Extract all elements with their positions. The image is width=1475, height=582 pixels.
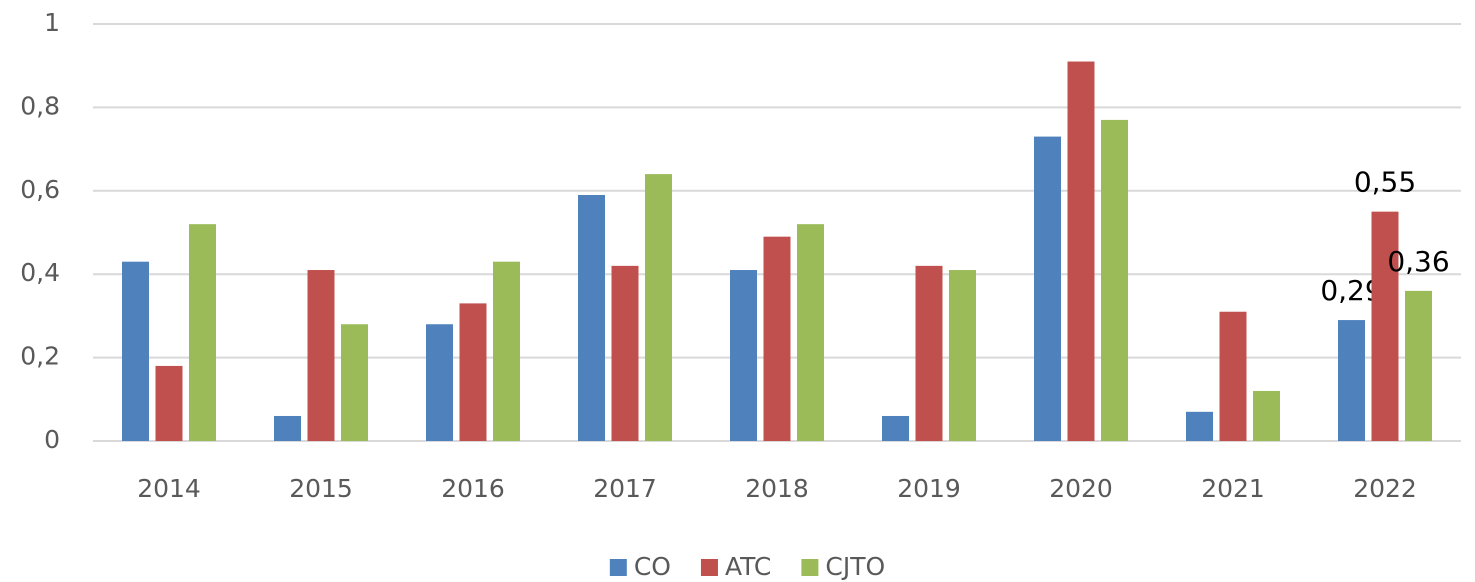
x-tick-label: 2015 — [289, 474, 353, 503]
bar — [493, 261, 520, 441]
y-tick-label: 1 — [44, 8, 60, 37]
x-tick-label: 2021 — [1201, 474, 1265, 503]
bar — [645, 174, 672, 441]
y-tick-label: 0,6 — [20, 175, 60, 204]
data-label: 0,36 — [1387, 245, 1449, 278]
x-tick-label: 2016 — [441, 474, 505, 503]
bar — [122, 261, 149, 441]
x-tick-label: 2020 — [1049, 474, 1113, 503]
bar — [578, 194, 605, 441]
y-tick-label: 0,4 — [20, 258, 60, 287]
bar — [1253, 390, 1280, 441]
bar — [459, 303, 487, 441]
bar — [307, 270, 335, 441]
legend-swatch — [609, 559, 627, 576]
x-tick-label: 2019 — [897, 474, 961, 503]
bar — [763, 236, 791, 441]
legend-swatch — [801, 559, 819, 576]
bar — [426, 324, 453, 441]
bar — [1034, 136, 1061, 441]
bar — [1219, 311, 1247, 441]
bar — [797, 224, 824, 441]
bar — [1405, 290, 1432, 441]
bar — [730, 270, 757, 441]
bar — [274, 415, 301, 441]
y-tick-label: 0 — [44, 425, 60, 454]
x-tick-label: 2018 — [745, 474, 809, 503]
bar — [1338, 320, 1365, 441]
bar — [1101, 119, 1128, 441]
legend-label: ATC — [725, 552, 771, 581]
x-tick-label: 2017 — [593, 474, 657, 503]
bar — [189, 224, 216, 441]
legend-label: CJTO — [825, 552, 885, 581]
bar — [1067, 61, 1095, 441]
bar — [882, 415, 909, 441]
x-tick-label: 2014 — [137, 474, 201, 503]
x-tick-label: 2022 — [1353, 474, 1417, 503]
y-tick-label: 0,8 — [20, 91, 60, 120]
bar — [915, 265, 943, 441]
data-label: 0,55 — [1354, 166, 1416, 199]
bar — [155, 365, 183, 441]
bar — [611, 265, 639, 441]
y-tick-label: 0,2 — [20, 342, 60, 371]
bar — [341, 324, 368, 441]
bar — [1186, 411, 1213, 441]
legend-swatch — [700, 559, 718, 576]
legend-label: CO — [634, 552, 671, 581]
bar — [949, 270, 976, 441]
bar — [1371, 211, 1399, 441]
